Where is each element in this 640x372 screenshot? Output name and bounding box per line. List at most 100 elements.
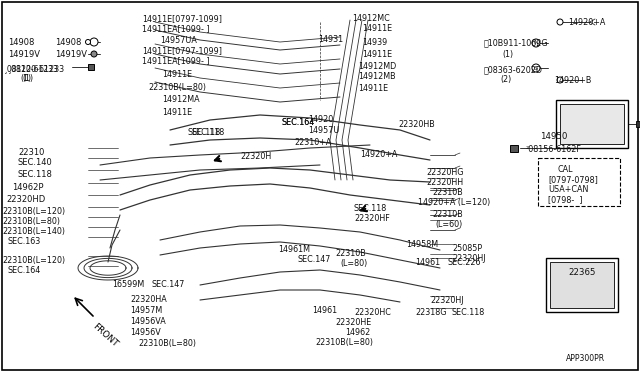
Text: 25085P: 25085P [452, 244, 482, 253]
Text: 14911E[0797-1099]: 14911E[0797-1099] [142, 46, 222, 55]
Text: 14912MD: 14912MD [358, 62, 396, 71]
Text: Ⓜ08363-6202D: Ⓜ08363-6202D [484, 65, 543, 74]
Text: 14962: 14962 [345, 328, 371, 337]
Text: SEC.164: SEC.164 [282, 118, 316, 127]
Text: ¸08120-61233: ¸08120-61233 [8, 64, 65, 73]
Bar [88, 64, 94, 70]
Text: (1): (1) [502, 50, 513, 59]
Text: 22310B(L=140): 22310B(L=140) [2, 227, 65, 236]
Text: SEC.140: SEC.140 [18, 158, 52, 167]
Bar [556, 100, 628, 148]
Circle shape [532, 39, 540, 47]
Text: (L=60): (L=60) [435, 220, 462, 229]
Text: (2): (2) [500, 75, 511, 84]
Text: 14911EA[1099- ]: 14911EA[1099- ] [142, 24, 210, 33]
Text: 22320HJ: 22320HJ [430, 296, 463, 305]
Text: 22310B(L=80): 22310B(L=80) [2, 217, 60, 226]
Text: SEC.147: SEC.147 [152, 280, 186, 289]
Text: 14956VA: 14956VA [130, 317, 166, 326]
FancyArrowPatch shape [361, 206, 367, 211]
Circle shape [91, 51, 97, 57]
Text: 22310B(L=80): 22310B(L=80) [148, 83, 206, 92]
Text: 14912MC: 14912MC [352, 14, 390, 23]
Text: 14911E: 14911E [162, 108, 192, 117]
Text: 22310B: 22310B [335, 249, 365, 258]
Text: 14957U: 14957U [308, 126, 339, 135]
Text: 14908: 14908 [55, 38, 81, 47]
Text: 14939: 14939 [362, 38, 387, 47]
Circle shape [557, 19, 563, 25]
Text: 22310B: 22310B [432, 188, 463, 197]
Text: 14958M: 14958M [406, 240, 438, 249]
Text: 22320HC: 22320HC [354, 308, 391, 317]
Circle shape [532, 64, 540, 72]
Circle shape [86, 39, 90, 45]
Text: 16599M: 16599M [112, 280, 144, 289]
Bar [538, 158, 620, 206]
Text: 22365: 22365 [568, 268, 595, 277]
Text: 14911E[0797-1099]: 14911E[0797-1099] [142, 14, 222, 23]
Text: 14919V: 14919V [8, 50, 40, 59]
Text: 14912MA: 14912MA [162, 95, 200, 104]
Text: 14911EA[1099- ]: 14911EA[1099- ] [142, 56, 210, 65]
Text: 22320HF: 22320HF [354, 214, 390, 223]
Text: SEC.118: SEC.118 [188, 128, 221, 137]
Text: 22310B: 22310B [432, 210, 463, 219]
Text: 22310B(L=120): 22310B(L=120) [2, 207, 65, 216]
Text: [0797-0798]: [0797-0798] [548, 175, 598, 184]
Text: 14961: 14961 [312, 306, 337, 315]
Text: 22320HJ: 22320HJ [452, 254, 486, 263]
Text: 14911E: 14911E [362, 50, 392, 59]
Text: (1): (1) [20, 74, 31, 83]
Text: 14961: 14961 [415, 258, 440, 267]
Text: 22320HD: 22320HD [6, 195, 45, 204]
Text: 14957UA: 14957UA [160, 36, 197, 45]
Text: SEC.226: SEC.226 [448, 258, 481, 267]
Text: 14912MB: 14912MB [358, 72, 396, 81]
Bar [546, 258, 618, 312]
Text: Ⓜ10B911-1062G: Ⓜ10B911-1062G [484, 38, 548, 47]
Text: 22310B(L=80): 22310B(L=80) [138, 339, 196, 348]
Text: 14931: 14931 [318, 35, 343, 44]
Text: SEC.118: SEC.118 [192, 128, 225, 137]
Text: S: S [534, 65, 538, 71]
Text: [0798-  ]: [0798- ] [548, 195, 582, 204]
Text: 22320HA: 22320HA [130, 295, 167, 304]
Circle shape [90, 38, 98, 46]
Text: 22320HB: 22320HB [398, 120, 435, 129]
Text: 14911E: 14911E [162, 70, 192, 79]
Bar [550, 262, 614, 308]
Text: 22310B(L=120): 22310B(L=120) [2, 256, 65, 265]
Text: 14911E: 14911E [362, 24, 392, 33]
Text: 14920+B: 14920+B [554, 76, 591, 85]
Text: USA+CAN: USA+CAN [548, 185, 588, 194]
Bar [510, 145, 518, 152]
Text: (L=80): (L=80) [340, 259, 367, 268]
Text: SEC.163: SEC.163 [8, 237, 41, 246]
Text: 22320H: 22320H [240, 152, 271, 161]
Text: 14911E: 14911E [358, 84, 388, 93]
Text: 14957M: 14957M [130, 306, 163, 315]
Text: SEC.118: SEC.118 [354, 204, 387, 213]
Text: 22310+A: 22310+A [294, 138, 332, 147]
Text: 14920: 14920 [308, 115, 333, 124]
Text: CAL: CAL [557, 165, 573, 174]
Text: 14950: 14950 [540, 132, 568, 141]
Text: N: N [534, 41, 538, 45]
Text: SEC.147: SEC.147 [298, 255, 332, 264]
Text: SEC.164: SEC.164 [8, 266, 41, 275]
Bar [560, 104, 624, 144]
Text: 22320HH: 22320HH [426, 178, 463, 187]
Text: SEC.118: SEC.118 [452, 308, 485, 317]
Text: APP300PR: APP300PR [566, 354, 605, 363]
Text: SEC.164: SEC.164 [282, 118, 316, 127]
Text: 22310B(L=80): 22310B(L=80) [315, 338, 373, 347]
Text: 14919V: 14919V [55, 50, 87, 59]
Bar [636, 121, 640, 127]
Text: 14920+A (L=120): 14920+A (L=120) [418, 198, 490, 207]
Text: 22318G: 22318G [415, 308, 447, 317]
Text: ¸08120-61233: ¸08120-61233 [4, 64, 59, 73]
Text: 22310: 22310 [18, 148, 44, 157]
Text: FRONT: FRONT [91, 322, 120, 349]
Text: (1): (1) [22, 74, 33, 83]
